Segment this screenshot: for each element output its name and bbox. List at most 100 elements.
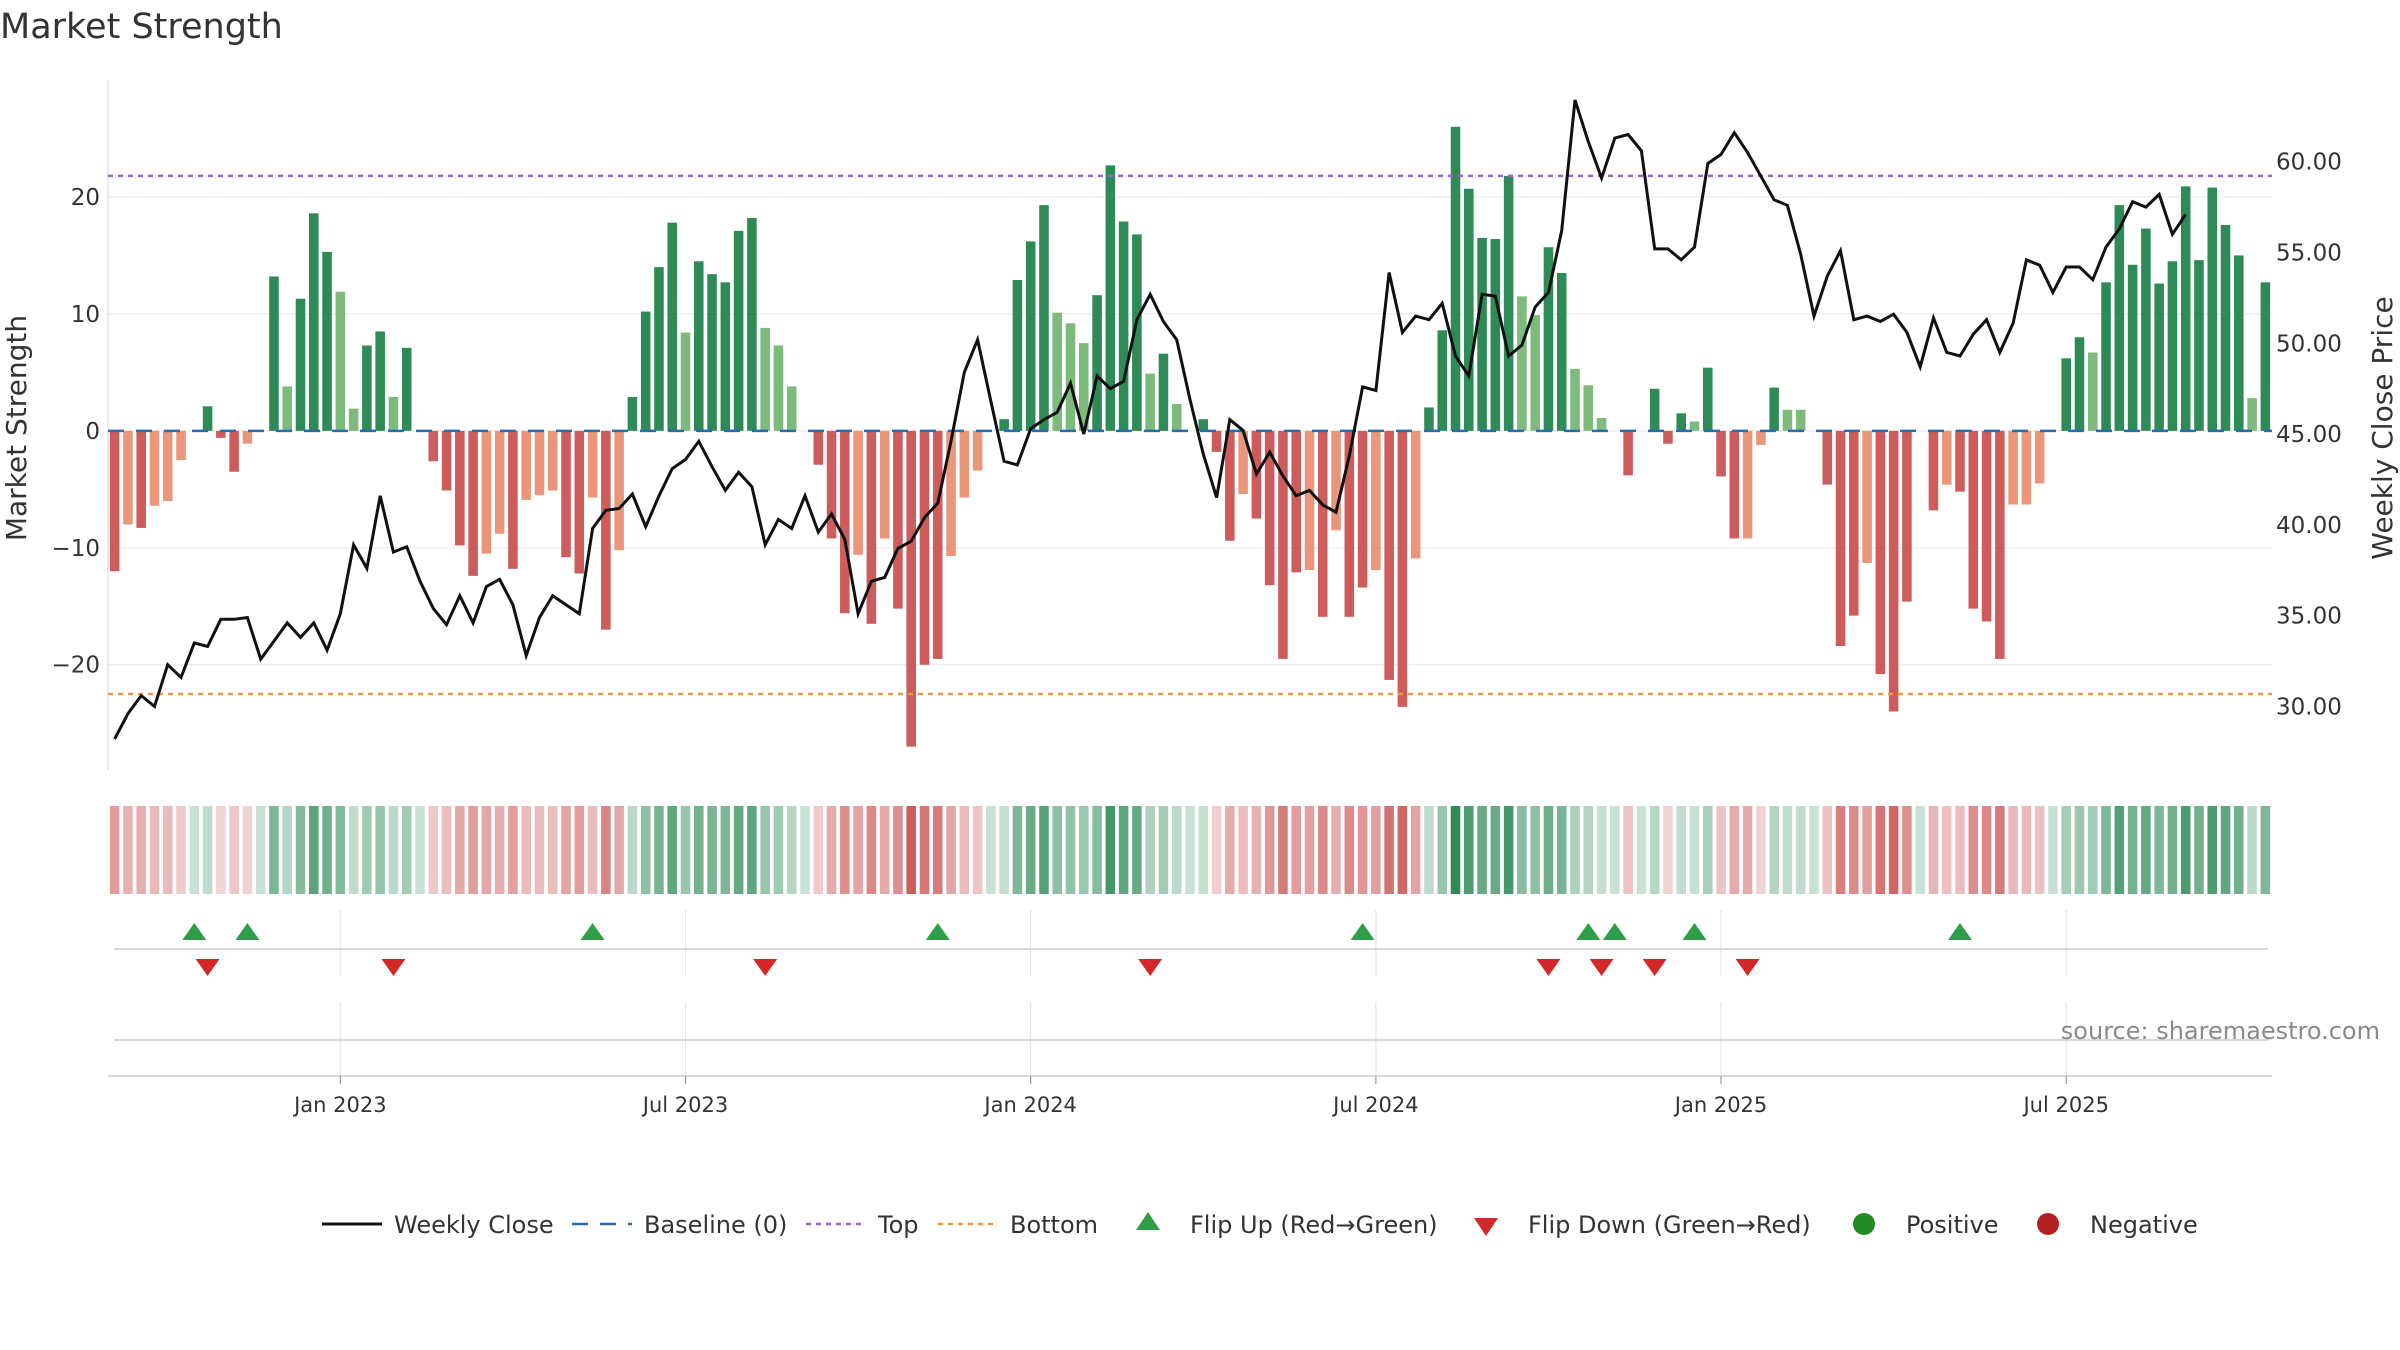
heat-cell: [1517, 806, 1527, 894]
legend-swatch-flip-down: [1474, 1218, 1498, 1236]
flip-down-marker: [195, 959, 220, 976]
flip-down-marker: [1536, 959, 1561, 976]
legend-label: Positive: [1906, 1211, 1999, 1239]
heat-cell: [999, 806, 1009, 894]
strength-bar: [1556, 272, 1567, 431]
heat-cell: [879, 806, 890, 894]
strength-bar: [720, 282, 731, 431]
flip-up-marker: [1350, 923, 1375, 940]
y-tick-label: 20: [71, 185, 100, 211]
strength-bar: [176, 430, 186, 461]
strength-bar: [654, 267, 664, 431]
strength-bar: [1663, 430, 1673, 444]
strength-bar: [853, 430, 863, 555]
heat-cell: [1570, 806, 1580, 894]
heat-cell: [2167, 806, 2178, 894]
legend-label: Bottom: [1010, 1211, 1098, 1239]
heat-cell: [866, 806, 877, 894]
strength-bar: [614, 430, 624, 551]
heat-cell: [348, 806, 359, 894]
heat-cell: [1968, 806, 1979, 894]
strength-bar: [561, 430, 571, 558]
chart-title: Market Strength: [0, 7, 283, 47]
heat-cell: [441, 806, 452, 894]
strength-bar: [1012, 279, 1023, 431]
heat-cell: [149, 806, 160, 894]
flip-down-marker: [381, 959, 406, 976]
heat-cell: [773, 806, 784, 894]
strength-bar: [866, 430, 877, 624]
flip-down-marker: [1589, 959, 1614, 976]
heat-cell: [1410, 806, 1421, 894]
strength-bar: [481, 430, 492, 554]
legend-label: Baseline (0): [644, 1211, 787, 1239]
heat-cell: [2021, 806, 2032, 894]
heat-cell: [2207, 806, 2218, 894]
strength-bar: [667, 222, 678, 431]
strength-bar: [2141, 228, 2151, 431]
heat-cell: [1928, 806, 1939, 894]
y-tick-label: −10: [51, 536, 100, 562]
heat-cell: [1610, 806, 1620, 894]
heat-cell: [1702, 806, 1713, 894]
strength-bar: [879, 430, 890, 539]
heat-cell: [2194, 806, 2204, 894]
heat-cell: [1357, 806, 1368, 894]
strength-bar: [813, 430, 824, 465]
heat-cell: [1012, 806, 1023, 894]
heat-cell: [455, 806, 465, 894]
heat-cell: [1649, 806, 1660, 894]
strength-bar: [999, 419, 1009, 431]
strength-bar: [1702, 367, 1713, 431]
strength-bar: [1291, 430, 1301, 573]
strength-bar: [1132, 234, 1142, 431]
strength-bar: [1849, 430, 1859, 616]
flip-down-marker: [1735, 959, 1760, 976]
strength-bar: [1941, 430, 1952, 485]
heat-cell: [2247, 806, 2257, 894]
heat-cell: [972, 806, 983, 894]
heat-cell: [1995, 806, 2005, 894]
strength-bar: [2127, 264, 2138, 431]
strength-bar: [694, 261, 704, 431]
strength-bar: [494, 430, 505, 534]
strength-bar: [1264, 430, 1275, 586]
strength-bar: [547, 430, 558, 491]
heat-cell: [1795, 806, 1806, 894]
strength-bar: [959, 430, 970, 498]
strength-bar: [1344, 430, 1355, 617]
heat-cell: [1264, 806, 1275, 894]
strength-bar: [109, 430, 120, 572]
strength-bar: [335, 291, 346, 431]
heat-cell: [2061, 806, 2072, 894]
heat-cell: [547, 806, 558, 894]
strength-bar: [149, 430, 160, 506]
heat-cell: [694, 806, 704, 894]
heat-cell: [1025, 806, 1036, 894]
heat-cell: [906, 806, 916, 894]
legend-label: Flip Up (Red→Green): [1190, 1211, 1438, 1239]
strength-bar: [640, 311, 651, 431]
strength-bar: [2220, 225, 2231, 431]
heat-cell: [1835, 806, 1846, 894]
heat-cell: [1304, 806, 1315, 894]
strength-bar: [1225, 430, 1235, 541]
heat-cell: [1225, 806, 1235, 894]
strength-bar: [362, 345, 372, 431]
heat-cell: [2234, 806, 2244, 894]
strength-bar: [2021, 430, 2032, 505]
flip-down-marker: [1138, 959, 1163, 976]
heat-cell: [986, 806, 996, 894]
heat-cell: [362, 806, 372, 894]
heat-cell: [1941, 806, 1952, 894]
strength-bar: [1464, 188, 1474, 431]
heat-cell: [1689, 806, 1700, 894]
heat-cell: [667, 806, 678, 894]
heat-cell: [919, 806, 930, 894]
flip-up-marker: [1576, 923, 1601, 940]
strength-bar: [534, 430, 545, 496]
strength-bar: [1822, 430, 1833, 485]
heat-cell: [2141, 806, 2151, 894]
y-axis-label: Market Strength: [0, 315, 33, 541]
strength-bar: [1331, 430, 1341, 531]
